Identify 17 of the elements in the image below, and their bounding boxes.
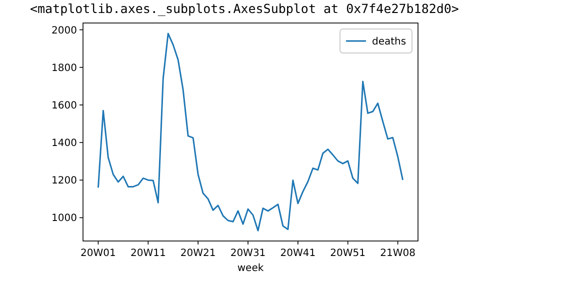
legend-label: deaths xyxy=(372,36,406,48)
y-tick-label: 1000 xyxy=(52,213,77,224)
x-tick-label: 20W21 xyxy=(180,248,216,259)
x-tick-label: 20W11 xyxy=(130,248,166,259)
text: <matplotlib.axes._subplots.AxesSubplot at 0x7f4e27b182d0> xyxy=(30,1,459,16)
y-tick-label: 1200 xyxy=(52,176,77,187)
y-tick-label: 2000 xyxy=(52,25,77,36)
x-tick-label: 20W31 xyxy=(230,248,266,259)
x-tick-label: 20W41 xyxy=(280,248,316,259)
y-tick-label: 1600 xyxy=(52,100,77,112)
x-tick-label: 20W51 xyxy=(330,248,366,259)
x-tick-label: 21W08 xyxy=(380,248,416,259)
y-tick-label: 1800 xyxy=(52,62,77,74)
x-axis-title: week xyxy=(237,263,264,274)
x-tick-label: 20W01 xyxy=(80,248,116,259)
line-series xyxy=(97,32,404,232)
y-tick-label: 1400 xyxy=(52,138,77,150)
